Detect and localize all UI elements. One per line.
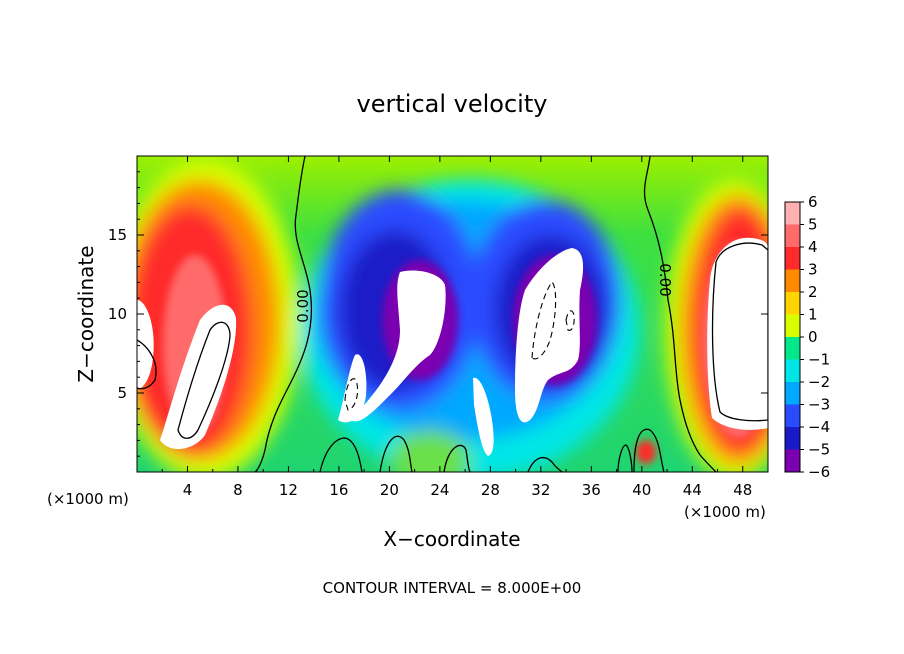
contour-label-right: 0.00	[656, 263, 674, 296]
x-axis: 4 8 12 16 20 24 28 32 36 40 44 48	[161, 156, 752, 499]
contour-bottom-d	[527, 456, 563, 472]
colorbar-bin	[785, 247, 800, 270]
contour-bottom-c	[443, 444, 471, 472]
colorbar-label: 1	[808, 306, 818, 324]
contour-labels: 0.00 0.00	[294, 263, 674, 322]
chart-title: vertical velocity	[357, 90, 548, 118]
colorbar-bin	[785, 449, 800, 473]
saturated-right	[707, 237, 768, 430]
saturated-updraft-d	[515, 248, 584, 423]
colorbar-label: −3	[808, 396, 830, 414]
colorbar-bin	[785, 337, 800, 360]
colorbar-bin	[785, 224, 800, 248]
contour-right-closed	[711, 242, 768, 422]
contour-zero-left	[254, 156, 313, 472]
colorbar-label: 5	[808, 216, 818, 234]
contour-bottom-b	[379, 435, 413, 472]
colorbar-bin	[785, 427, 800, 450]
x-tick-label: 20	[380, 481, 399, 499]
contour-left-closed	[177, 321, 231, 439]
colorbar-bin	[785, 202, 800, 225]
x-tick-label: 36	[582, 481, 601, 499]
contour-bottom-f	[633, 428, 665, 472]
colorbar-bin	[785, 269, 800, 293]
contour-interval-note: CONTOUR INTERVAL = 8.000E+00	[323, 579, 582, 597]
saturated-left-edge	[137, 300, 154, 389]
saturated-updraft-b	[350, 270, 446, 422]
x-tick-label: 32	[531, 481, 550, 499]
colorbar-bin	[785, 404, 800, 428]
x-unit-left: (×1000 m)	[47, 490, 129, 508]
y-tick-label: 5	[117, 384, 127, 402]
contour-bottom-a	[319, 437, 363, 472]
y-tick-label: 15	[108, 226, 127, 244]
colorbar-label: −6	[808, 463, 830, 481]
x-unit-right: (×1000 m)	[684, 503, 766, 521]
field-hotspot	[636, 440, 656, 464]
heatmap-field: 0.00 0.00	[137, 156, 768, 472]
saturated-updraft-c	[473, 377, 494, 456]
colorbar: 6 5 4 3 2 1 0 −1 −2 −3 −4 −5 −6	[784, 193, 830, 481]
contour-negative-b	[531, 281, 557, 360]
contour-zero-right	[643, 156, 717, 472]
saturated-left	[160, 304, 237, 450]
contour-bottom-e	[617, 444, 633, 472]
x-tick-label: 48	[733, 481, 752, 499]
colorbar-label: 2	[808, 283, 818, 301]
colorbar-bin	[785, 359, 800, 383]
x-tick-label: 28	[481, 481, 500, 499]
y-axis-title: Z−coordinate	[74, 245, 98, 382]
contour-negative-a	[344, 378, 359, 411]
x-tick-label: 16	[329, 481, 348, 499]
colorbar-label: −4	[808, 418, 830, 436]
x-tick-label: 40	[632, 481, 651, 499]
colorbar-bin	[785, 382, 800, 405]
colorbar-bin	[785, 314, 800, 338]
colorbar-label: −5	[808, 441, 830, 459]
contour-negative-c	[565, 310, 575, 331]
x-tick-label: 44	[683, 481, 702, 499]
x-tick-label: 12	[279, 481, 298, 499]
contour-lines	[137, 156, 768, 472]
colorbar-label: 6	[808, 193, 818, 211]
saturated-updraft-a	[338, 354, 367, 423]
colorbar-bin	[785, 292, 800, 315]
y-axis: 5 10 15	[108, 171, 768, 457]
x-axis-title: X−coordinate	[383, 527, 520, 551]
colorbar-label: −2	[808, 373, 830, 391]
contour-label-left: 0.00	[294, 289, 312, 322]
colorbar-label: −1	[808, 351, 830, 369]
x-tick-label: 24	[430, 481, 449, 499]
contour-lines-dashed	[344, 281, 575, 411]
contour-left-edge	[137, 339, 157, 390]
saturated-regions	[137, 237, 768, 456]
x-tick-label: 4	[183, 481, 193, 499]
colorbar-label: 4	[808, 238, 818, 256]
colorbar-label: 3	[808, 261, 818, 279]
x-tick-label: 8	[233, 481, 243, 499]
y-tick-label: 10	[108, 305, 127, 323]
colorbar-label: 0	[808, 328, 818, 346]
